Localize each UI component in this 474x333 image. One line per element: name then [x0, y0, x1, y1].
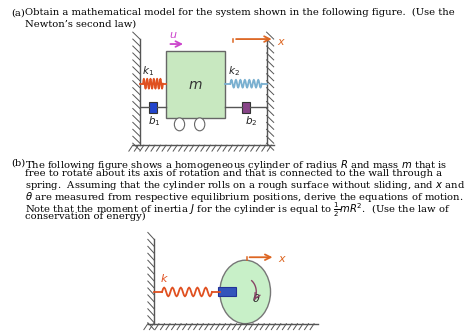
Text: conservation of energy): conservation of energy) — [25, 211, 146, 221]
Text: $u$: $u$ — [169, 30, 178, 40]
Bar — [242, 102, 250, 113]
Circle shape — [174, 118, 185, 131]
Text: Note that the moment of inertia $J$ for the cylinder is equal to $\frac{1}{2}mR^: Note that the moment of inertia $J$ for … — [25, 201, 451, 219]
Text: $x$: $x$ — [278, 254, 287, 264]
Text: $\theta$ are measured from respective equilibrium positions, derive the equation: $\theta$ are measured from respective eq… — [25, 190, 464, 204]
Bar — [166, 51, 226, 119]
Text: Obtain a mathematical model for the system shown in the following figure.  (Use : Obtain a mathematical model for the syst… — [25, 8, 455, 17]
Text: $k_1$: $k_1$ — [142, 64, 154, 78]
Text: $m$: $m$ — [189, 78, 203, 92]
Text: $k_2$: $k_2$ — [228, 64, 240, 78]
Text: (a): (a) — [12, 8, 26, 17]
Circle shape — [194, 118, 205, 131]
Text: (b): (b) — [12, 158, 26, 167]
Text: $x$: $x$ — [277, 37, 286, 47]
Text: spring.  Assuming that the cylinder rolls on a rough surface without sliding, an: spring. Assuming that the cylinder rolls… — [25, 179, 465, 192]
Text: The following figure shows a homogeneous cylinder of radius $R$ and mass $m$ tha: The following figure shows a homogeneous… — [25, 158, 447, 172]
Text: $\theta$: $\theta$ — [252, 292, 260, 304]
Text: Newton’s second law): Newton’s second law) — [25, 19, 137, 28]
Text: $b_1$: $b_1$ — [148, 115, 160, 128]
Text: $k$: $k$ — [161, 272, 169, 284]
Text: $b_2$: $b_2$ — [245, 115, 258, 128]
Bar — [219, 287, 236, 296]
Text: free to rotate about its axis of rotation and that is connected to the wall thro: free to rotate about its axis of rotatio… — [25, 169, 442, 178]
Circle shape — [220, 260, 271, 324]
Bar — [149, 102, 157, 113]
